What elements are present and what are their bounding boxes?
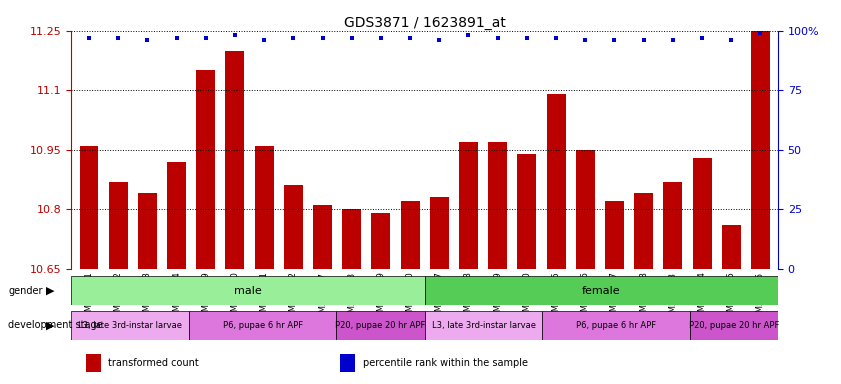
Text: P6, pupae 6 hr APF: P6, pupae 6 hr APF xyxy=(576,321,656,330)
Bar xyxy=(664,182,682,269)
Text: female: female xyxy=(582,286,621,296)
Point xyxy=(404,35,417,41)
Text: gender: gender xyxy=(8,286,43,296)
Point xyxy=(462,32,475,38)
Point xyxy=(579,37,592,43)
Bar xyxy=(542,311,690,340)
Bar xyxy=(547,94,565,269)
Point xyxy=(432,37,446,43)
Text: transformed count: transformed count xyxy=(108,358,199,368)
Bar xyxy=(167,162,186,269)
Text: P20, pupae 20 hr APF: P20, pupae 20 hr APF xyxy=(336,321,426,330)
Point xyxy=(549,35,563,41)
Bar xyxy=(340,354,356,372)
Point xyxy=(345,35,358,41)
Point xyxy=(724,37,738,43)
Text: P6, pupae 6 hr APF: P6, pupae 6 hr APF xyxy=(223,321,303,330)
Bar xyxy=(372,213,390,269)
Point xyxy=(520,35,533,41)
Bar xyxy=(71,311,189,340)
Bar xyxy=(425,311,542,340)
Bar xyxy=(86,354,101,372)
Bar xyxy=(336,311,425,340)
Text: development stage: development stage xyxy=(8,320,103,331)
Text: male: male xyxy=(235,286,262,296)
Bar xyxy=(138,194,157,269)
Point xyxy=(637,37,650,43)
Bar xyxy=(605,201,624,269)
Bar xyxy=(459,142,478,269)
Point xyxy=(257,37,271,43)
Bar xyxy=(196,70,215,269)
Bar xyxy=(692,158,711,269)
Point xyxy=(754,30,767,36)
Bar xyxy=(488,142,507,269)
Bar xyxy=(430,197,449,269)
Bar xyxy=(284,185,303,269)
Text: ▶: ▶ xyxy=(46,286,55,296)
Point xyxy=(112,35,125,41)
Text: L3, late 3rd-instar larvae: L3, late 3rd-instar larvae xyxy=(78,321,182,330)
Text: P20, pupae 20 hr APF: P20, pupae 20 hr APF xyxy=(689,321,779,330)
Bar xyxy=(690,311,778,340)
Point xyxy=(82,35,96,41)
Text: percentile rank within the sample: percentile rank within the sample xyxy=(362,358,527,368)
Bar xyxy=(425,276,778,305)
Bar xyxy=(71,276,425,305)
Bar xyxy=(400,201,420,269)
Point xyxy=(316,35,330,41)
Point xyxy=(170,35,183,41)
Point xyxy=(199,35,213,41)
Bar xyxy=(751,31,770,269)
Bar xyxy=(576,150,595,269)
Bar xyxy=(108,182,128,269)
Bar xyxy=(634,194,653,269)
Bar xyxy=(80,146,98,269)
Point xyxy=(287,35,300,41)
Point xyxy=(608,37,621,43)
Bar xyxy=(722,225,741,269)
Bar xyxy=(342,209,362,269)
Point xyxy=(666,37,680,43)
Title: GDS3871 / 1623891_at: GDS3871 / 1623891_at xyxy=(344,16,505,30)
Point xyxy=(491,35,505,41)
Bar xyxy=(255,146,273,269)
Bar xyxy=(313,205,332,269)
Point xyxy=(140,37,154,43)
Text: L3, late 3rd-instar larvae: L3, late 3rd-instar larvae xyxy=(431,321,536,330)
Point xyxy=(374,35,388,41)
Point xyxy=(228,32,241,38)
Bar xyxy=(225,51,245,269)
Point xyxy=(696,35,709,41)
Bar xyxy=(517,154,537,269)
Bar xyxy=(189,311,336,340)
Text: ▶: ▶ xyxy=(46,320,55,331)
